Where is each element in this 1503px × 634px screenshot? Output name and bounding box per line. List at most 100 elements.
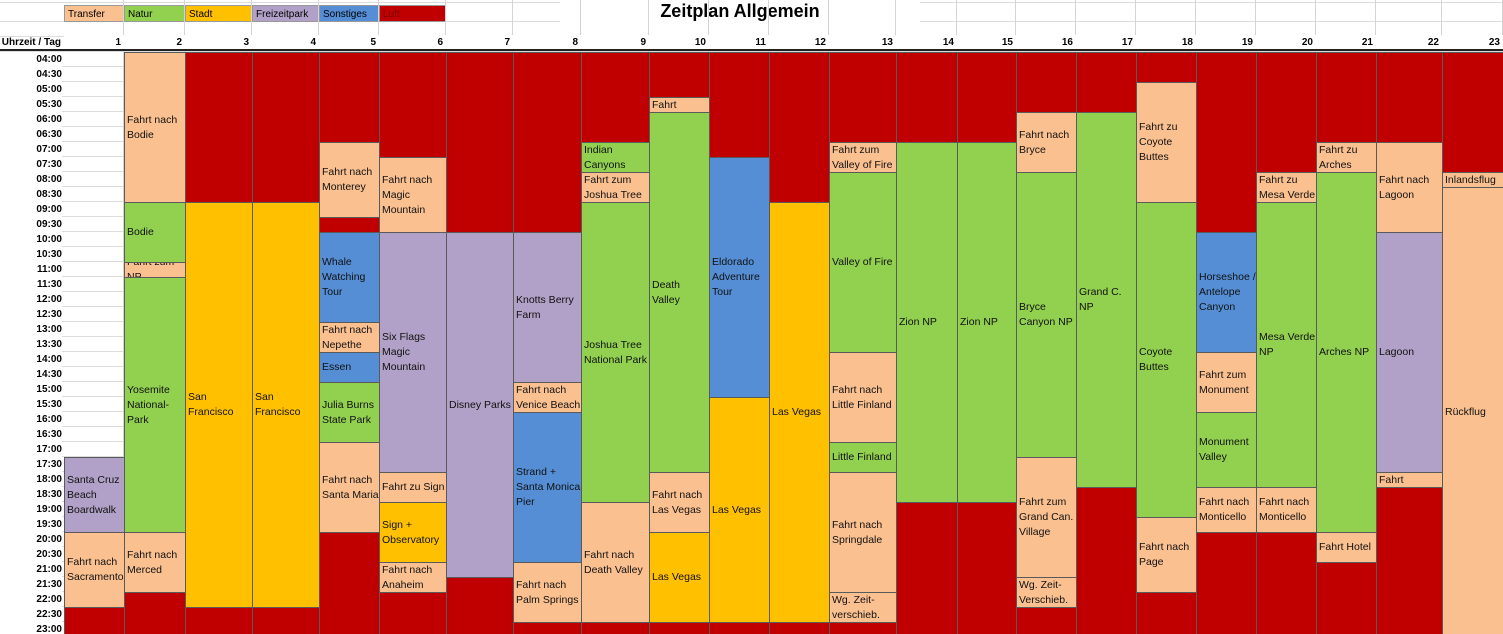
block-label: Fahrt nach Venice Beach: [516, 383, 581, 411]
schedule-block: [649, 52, 710, 98]
time-label: 15:30: [0, 397, 62, 412]
schedule-block: Fahrt zu Arches: [1316, 142, 1377, 173]
schedule-block: [1196, 52, 1257, 233]
day-number: 21: [1316, 35, 1376, 51]
day-number: 13: [829, 35, 896, 51]
time-label: 19:00: [0, 502, 62, 517]
schedule-block: [709, 622, 770, 634]
time-label: 04:00: [0, 52, 62, 67]
time-label: 16:00: [0, 412, 62, 427]
schedule-block: Little Finland: [829, 442, 897, 473]
block-label: Eldorado Adventure Tour: [712, 256, 760, 298]
schedule-block: [513, 622, 582, 634]
block-label: San Francisco: [255, 391, 301, 418]
schedule-block: [1316, 52, 1377, 143]
schedule-block: [1016, 607, 1077, 634]
schedule-block: Whale Watching Tour: [319, 232, 380, 323]
schedule-block: Monument Valley: [1196, 412, 1257, 488]
sheet-title: Zeitplan Allgemein: [560, 0, 920, 22]
schedule-block: Fahrt nach Springdale: [829, 472, 897, 593]
schedule-block: [513, 52, 582, 233]
time-label: 05:30: [0, 97, 62, 112]
schedule-block: Fahrt nach Monticello: [1256, 487, 1317, 533]
time-label: 20:00: [0, 532, 62, 547]
block-label: Santa Cruz Beach Boardwalk: [67, 473, 120, 516]
schedule-block: [1076, 487, 1137, 634]
block-label: Fahrt: [1379, 473, 1404, 486]
schedule-block: Fahrt nach Magic Mountain: [379, 157, 447, 233]
schedule-block: [185, 52, 253, 203]
schedule-block: [769, 622, 830, 634]
schedule-block: Strand + Santa Monica Pier: [513, 412, 582, 563]
schedule-block: [829, 622, 897, 634]
time-label: 14:00: [0, 352, 62, 367]
schedule-block: [957, 502, 1017, 634]
block-label: Six Flags Magic Mountain: [382, 331, 426, 373]
block-label: Indian Canyons: [584, 143, 626, 171]
legend-item: Luft: [379, 5, 446, 22]
schedule-block: [896, 502, 958, 634]
block-label: Fahrt zu Mesa Verde: [1259, 173, 1316, 201]
time-label: 12:00: [0, 292, 62, 307]
time-label: 19:30: [0, 517, 62, 532]
schedule-block: Wg. Zeit-Verschieb.: [1016, 577, 1077, 608]
schedule-block: Fahrt zum Joshua Tree: [581, 172, 650, 203]
time-label: 20:30: [0, 547, 62, 562]
time-label: 18:00: [0, 472, 62, 487]
day-number: 18: [1136, 35, 1196, 51]
block-label: Disney Parks: [449, 398, 511, 411]
schedule-block: Grand C. NP: [1076, 112, 1137, 488]
schedule-block: [896, 52, 958, 143]
block-label: Arches NP: [1319, 346, 1370, 358]
day-number: 10: [649, 35, 709, 51]
time-label: 08:30: [0, 187, 62, 202]
schedule-block: [769, 52, 830, 203]
schedule-block: Inlandsflug: [1442, 172, 1503, 188]
schedule-block: [1136, 52, 1197, 83]
schedule-block: Fahrt zum Grand Can. Village: [1016, 457, 1077, 578]
schedule-block: Fahrt: [1376, 472, 1443, 488]
day-number: 19: [1196, 35, 1256, 51]
block-label: Fahrt nach Monticello: [1259, 496, 1310, 523]
schedule-block: [1076, 52, 1137, 113]
schedule-block: [446, 577, 514, 634]
day-number: 5: [319, 35, 379, 51]
schedule-block: Fahrt nach Little Finland: [829, 352, 897, 443]
schedule-block: Fahrt Hotel: [1316, 532, 1377, 563]
time-label: 07:30: [0, 157, 62, 172]
block-label: Las Vegas: [772, 406, 822, 418]
time-label: 21:30: [0, 577, 62, 592]
day-number: 12: [769, 35, 829, 51]
block-label: Fahrt Hotel: [1319, 541, 1371, 553]
block-label: Fahrt nach Santa Maria: [322, 473, 379, 501]
schedule-block: [649, 622, 710, 634]
schedule-block: Fahrt nach Nepethe: [319, 322, 380, 353]
time-label: 10:30: [0, 247, 62, 262]
schedule-block: Fahrt nach Merced: [124, 532, 186, 593]
block-label: Fahrt nach Merced: [127, 548, 178, 576]
day-number: 3: [185, 35, 252, 51]
schedule-block: Fahrt nach Palm Springs: [513, 562, 582, 623]
time-label: 09:30: [0, 217, 62, 232]
schedule-block: [709, 52, 770, 158]
schedule-block: Disney Parks: [446, 232, 514, 578]
block-label: Fahrt nach Monterey: [322, 166, 373, 193]
schedule-block: Fahrt zu Coyote Buttes: [1136, 82, 1197, 203]
schedule-block: Bryce Canyon NP: [1016, 172, 1077, 458]
schedule-block: Fahrt zu Mesa Verde: [1256, 172, 1317, 203]
schedule-block: Essen: [319, 352, 380, 383]
block-label: Sign + Observatory: [382, 518, 440, 546]
block-label: Coyote Buttes: [1139, 346, 1173, 373]
block-label: Fahrt nach Bryce: [1019, 128, 1070, 156]
block-label: Fahrt zu Arches: [1319, 143, 1358, 171]
block-label: Death Valley: [652, 278, 681, 306]
time-label: 17:00: [0, 442, 62, 457]
day-number: 8: [513, 35, 581, 51]
block-label: Zion NP: [899, 316, 937, 328]
day-number: 2: [124, 35, 185, 51]
schedule-block: [319, 217, 380, 233]
block-label: Little Finland: [832, 451, 892, 463]
schedule-block: [252, 607, 320, 634]
schedule-block: Fahrt nach Monterey: [319, 142, 380, 218]
